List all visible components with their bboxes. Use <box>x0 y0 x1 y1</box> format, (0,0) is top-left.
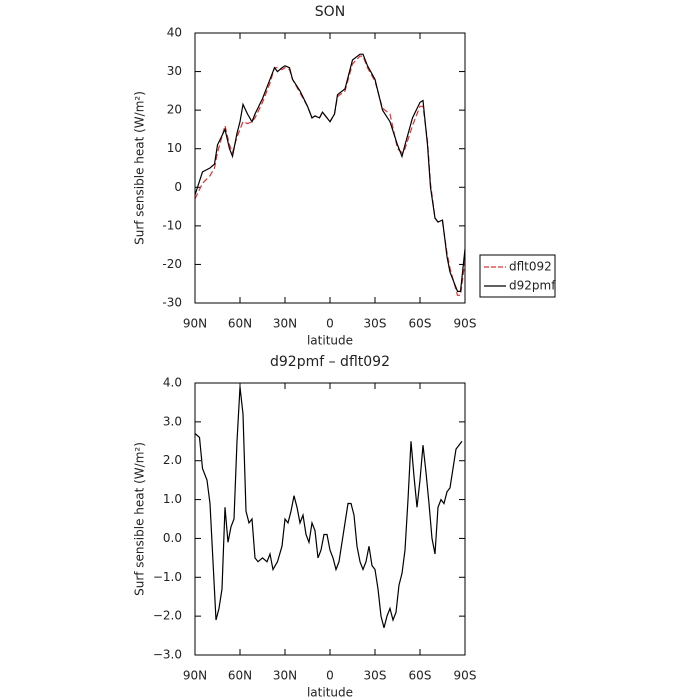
x-axis-label: latitude <box>307 686 353 700</box>
y-axis-label: Surf sensible heat (W/m²) <box>133 91 147 245</box>
x-tick-label: 60N <box>228 669 252 683</box>
x-tick-label: 0 <box>326 317 334 331</box>
legend-label: dflt092 <box>509 260 552 274</box>
x-tick-label: 30N <box>273 317 297 331</box>
y-tick-label: 20 <box>167 103 182 117</box>
x-tick-label: 90N <box>183 317 207 331</box>
legend-label: d92pmf <box>509 279 556 293</box>
plot-frame <box>194 32 466 304</box>
legend-box <box>479 254 556 298</box>
y-tick-label: 40 <box>167 26 182 40</box>
x-tick-label: 90S <box>454 669 477 683</box>
y-tick-label: 10 <box>167 141 182 155</box>
y-tick-label: -30 <box>162 296 182 310</box>
y-tick-label: 1.0 <box>163 492 182 506</box>
x-tick-label: 90N <box>183 669 207 683</box>
x-tick-label: 60S <box>409 317 432 331</box>
y-tick-label: 2.0 <box>163 453 182 467</box>
y-tick-label: 0.0 <box>163 531 182 545</box>
y-tick-label: −3.0 <box>153 648 182 662</box>
y-tick-label: 4.0 <box>163 376 182 390</box>
y-tick-label: −2.0 <box>153 609 182 623</box>
x-tick-label: 60S <box>409 669 432 683</box>
x-tick-label: 30N <box>273 669 297 683</box>
chart-title: d92pmf – dflt092 <box>270 354 390 370</box>
y-tick-label: −1.0 <box>153 570 182 584</box>
data-line <box>194 386 463 628</box>
y-tick-label: 3.0 <box>163 414 182 428</box>
x-axis-label: latitude <box>307 334 353 348</box>
y-axis-label: Surf sensible heat (W/m²) <box>133 442 147 596</box>
y-tick-label: 0 <box>174 180 182 194</box>
data-line <box>194 53 466 292</box>
y-tick-label: -10 <box>162 218 182 232</box>
x-tick-label: 30S <box>364 317 387 331</box>
chart-title: SON <box>315 4 345 20</box>
x-tick-label: 90S <box>454 317 477 331</box>
x-tick-label: 30S <box>364 669 387 683</box>
x-tick-label: 0 <box>326 669 334 683</box>
data-line <box>194 55 466 296</box>
y-tick-label: -20 <box>162 257 182 271</box>
x-tick-label: 60N <box>228 317 252 331</box>
plot-frame <box>194 382 466 656</box>
y-tick-label: 30 <box>167 64 182 78</box>
